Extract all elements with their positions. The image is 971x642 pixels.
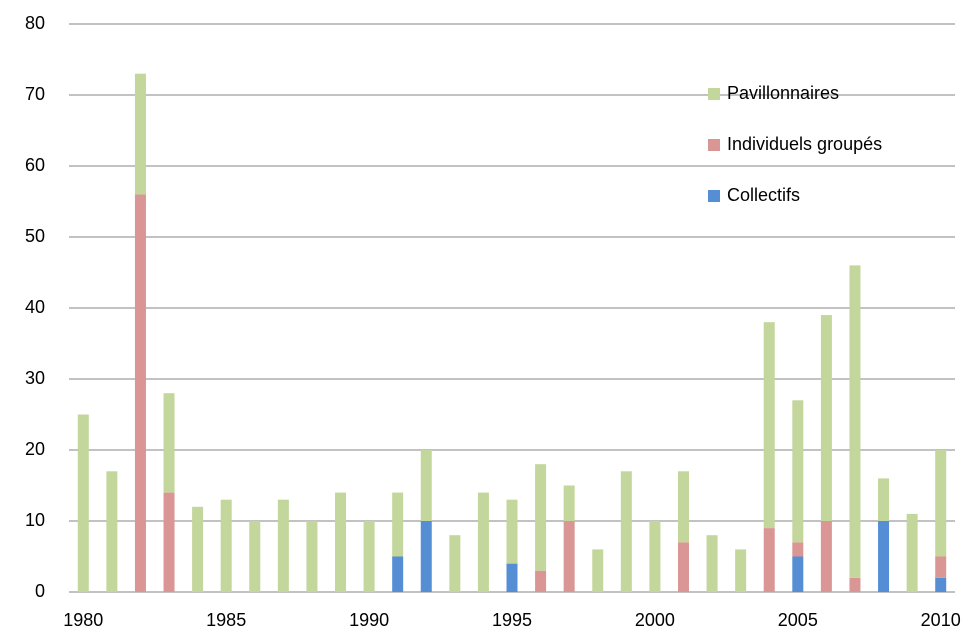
bar-segment [792, 542, 804, 557]
x-tick-label: 1990 [349, 610, 389, 630]
bar-segment [820, 521, 832, 592]
bar-segment [849, 265, 861, 578]
y-tick-label: 80 [25, 13, 45, 33]
bar-segment [163, 393, 175, 493]
x-tick-label: 2010 [921, 610, 961, 630]
legend-label: Individuels groupés [727, 134, 882, 154]
bar-segment [649, 521, 661, 592]
bar-segment [335, 492, 347, 592]
bar-segment [420, 450, 432, 521]
bar-segment [735, 549, 747, 592]
x-tick-label: 2000 [635, 610, 675, 630]
x-tick-label: 1985 [206, 610, 246, 630]
bar-segment [706, 535, 718, 592]
x-tick-label: 2005 [778, 610, 818, 630]
bar-segment [506, 499, 518, 564]
legend-swatch [708, 88, 720, 100]
bar-segment [392, 556, 404, 592]
bar-segment [677, 471, 689, 543]
y-tick-label: 0 [35, 581, 45, 601]
bar-segment [363, 521, 375, 592]
bar-segment [420, 521, 432, 592]
bar-segment [849, 577, 861, 592]
bar-segment [878, 478, 890, 521]
y-tick-label: 30 [25, 368, 45, 388]
bar-segment [249, 521, 261, 592]
bar-segment [449, 535, 461, 592]
bar-segment [220, 499, 232, 592]
bar-segment [563, 485, 575, 521]
bar-segment [77, 414, 89, 592]
bar-segment [477, 492, 489, 592]
legend-swatch [708, 190, 720, 202]
bar-segment [763, 322, 775, 529]
bar-segment [134, 73, 146, 195]
bar-segment [163, 492, 175, 592]
bar-segment [134, 194, 146, 592]
bar-segment [592, 549, 604, 592]
bar-segment [820, 315, 832, 521]
legend-label: Collectifs [727, 185, 800, 205]
bar-segment [878, 521, 890, 592]
y-tick-label: 70 [25, 84, 45, 104]
bar-segment [392, 492, 404, 557]
bar-segment [935, 577, 947, 592]
bar-segment [620, 471, 632, 592]
bar-segment [935, 556, 947, 578]
bar-segment [792, 556, 804, 592]
bar-segment [792, 400, 804, 543]
bar-segment [563, 521, 575, 592]
y-tick-label: 10 [25, 510, 45, 530]
bar-segment [535, 464, 547, 571]
bar-segment [906, 513, 918, 592]
bar-segment [935, 450, 947, 557]
bar-segment [763, 528, 775, 592]
bar-segment [677, 542, 689, 592]
x-tick-label: 1995 [492, 610, 532, 630]
y-tick-label: 60 [25, 155, 45, 175]
bar-segment [106, 471, 118, 592]
legend-swatch [708, 139, 720, 151]
x-tick-label: 1980 [63, 610, 103, 630]
bar-segment [306, 521, 318, 592]
y-tick-label: 40 [25, 297, 45, 317]
bar-segment [535, 570, 547, 592]
y-tick-label: 50 [25, 226, 45, 246]
bar-segment [277, 499, 289, 592]
y-tick-label: 20 [25, 439, 45, 459]
bar-segment [506, 563, 518, 592]
legend-label: Pavillonnaires [727, 83, 839, 103]
bar-segment [192, 506, 204, 592]
